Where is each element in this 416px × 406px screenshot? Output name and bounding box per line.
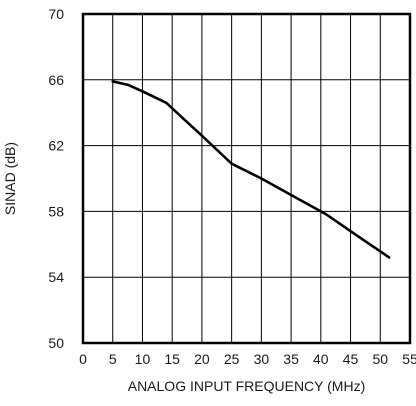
y-tick-label: 70: [48, 6, 64, 22]
grid-lines: [83, 14, 410, 343]
x-tick-label: 50: [372, 351, 388, 367]
y-axis-title: SINAD (dB): [2, 142, 18, 215]
x-tick-label: 5: [109, 351, 117, 367]
plot-frame: [81, 12, 412, 345]
y-tick-label: 54: [48, 269, 64, 285]
x-tick-label: 10: [135, 351, 151, 367]
x-tick-label: 45: [343, 351, 359, 367]
x-tick-label: 40: [313, 351, 329, 367]
x-tick-label: 55: [402, 351, 416, 367]
sinad-series-line: [111, 80, 391, 259]
x-tick-label: 30: [254, 351, 270, 367]
y-tick-label: 50: [48, 335, 64, 351]
y-tick-label: 58: [48, 203, 64, 219]
x-tick-labels: 0 5 10 15 20 25 30 35 40 45 50 55: [79, 351, 416, 367]
x-tick-label: 15: [164, 351, 180, 367]
x-axis-title: ANALOG INPUT FREQUENCY (MHz): [128, 378, 366, 394]
y-tick-labels: 50 54 58 62 66 70: [48, 6, 64, 351]
y-tick-label: 66: [48, 72, 64, 88]
x-tick-label: 20: [194, 351, 210, 367]
x-tick-label: 35: [283, 351, 299, 367]
y-tick-label: 62: [48, 138, 64, 154]
x-tick-label: 25: [224, 351, 240, 367]
series-layer: [111, 80, 391, 259]
x-tick-label: 0: [79, 351, 87, 367]
